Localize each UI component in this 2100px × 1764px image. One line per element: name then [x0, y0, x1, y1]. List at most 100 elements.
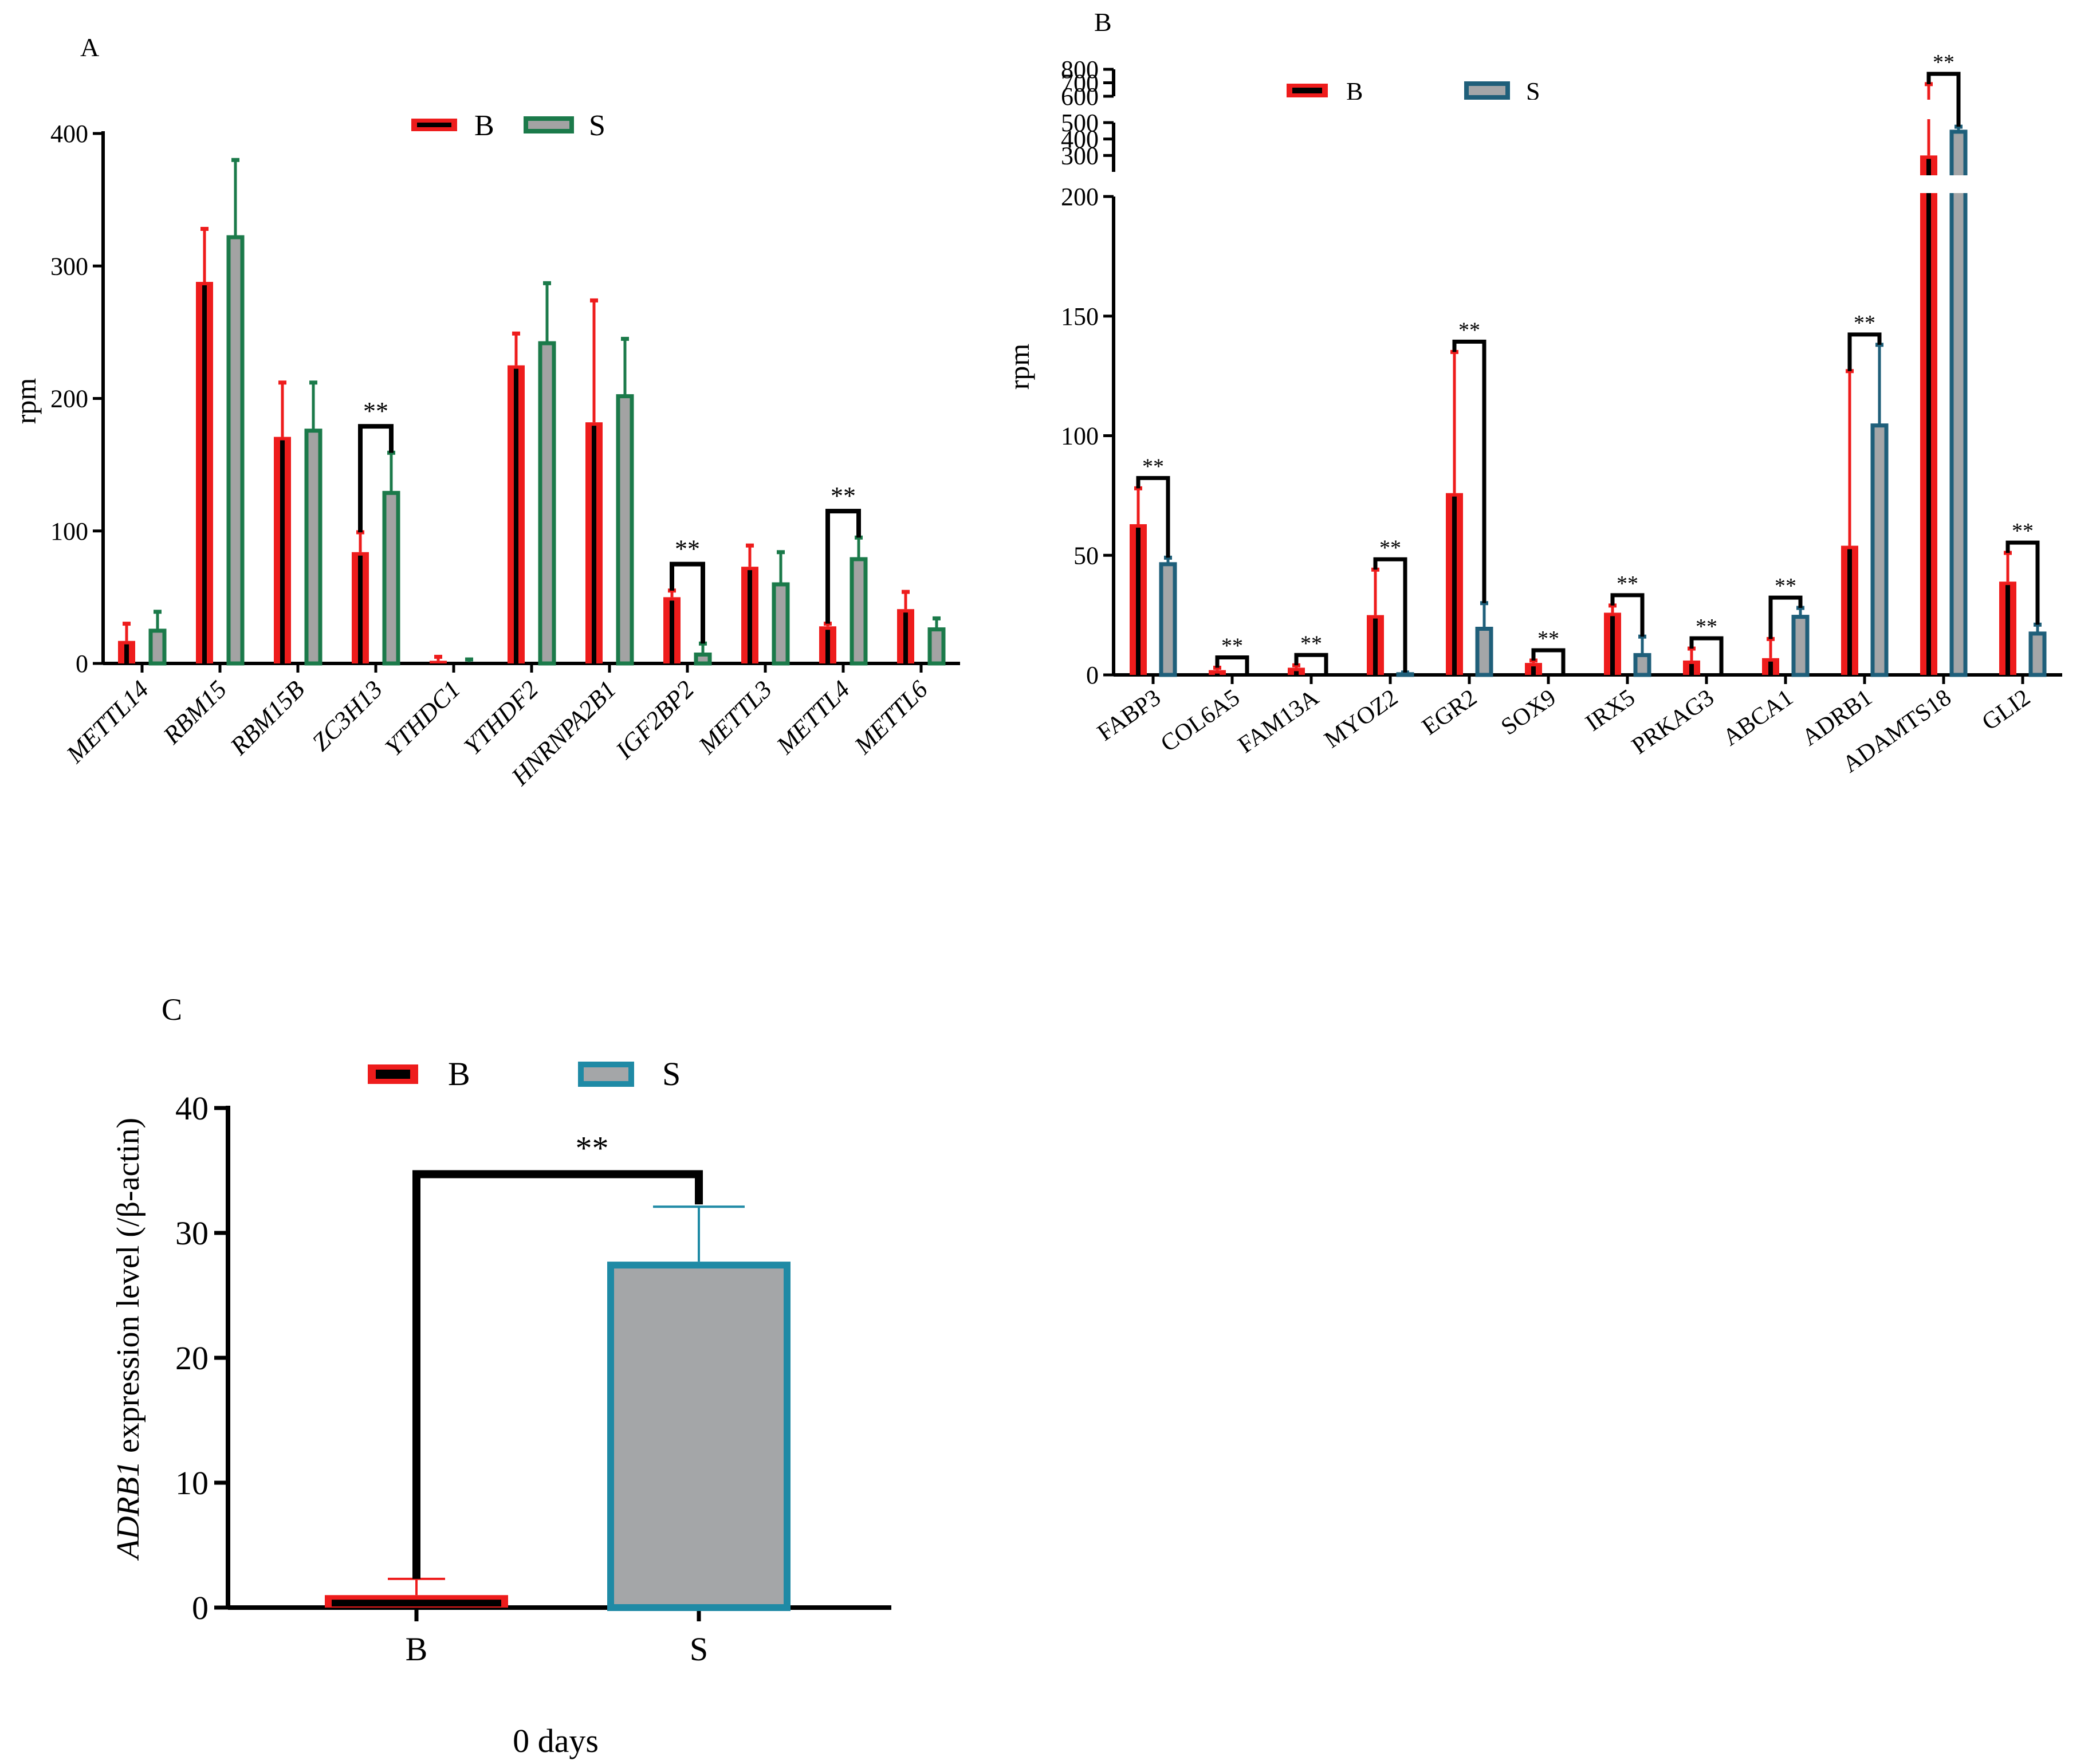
- panel-a-y-tick-label: 200: [50, 385, 88, 413]
- panel-b-significance-label: **: [1933, 50, 1955, 74]
- panel-b-category-label: COL6A5: [1156, 685, 1244, 757]
- panel-a-significance-bracket: [358, 424, 394, 533]
- panel-b-significance-label: **: [1142, 454, 1164, 478]
- panel-a-bar-s: [382, 490, 400, 666]
- panel-a-bar-s: [538, 341, 556, 666]
- panel-b-significance-label: **: [1300, 631, 1322, 655]
- panel-b-bar-b-core: [1215, 673, 1220, 675]
- panel-c-y-tick-label: 40: [175, 1090, 209, 1127]
- panel-b-label: B: [1094, 7, 1112, 37]
- panel-a-y-tick-label: 300: [50, 252, 88, 280]
- legend-label-s: S: [589, 109, 605, 142]
- panel-b-axis-break-gap: [1116, 100, 2099, 119]
- panel-b-bar-s: [1870, 423, 1889, 677]
- panel-a-bar-s: [694, 653, 712, 666]
- panel-b-category-label: IRX5: [1581, 685, 1640, 737]
- panel-c-bar-s: [607, 1262, 791, 1611]
- panel-b-significance-label: **: [1854, 311, 1875, 335]
- panel-a-bar-b-core: [592, 426, 596, 663]
- panel-b-significance-label: **: [1379, 536, 1401, 560]
- panel-c-significance-bracket: [412, 1170, 703, 1579]
- panel-a-category-label: RBM15: [158, 675, 232, 749]
- panel-b-significance-label: **: [1537, 627, 1559, 651]
- panel-a-bar-b-core: [748, 570, 752, 663]
- panel-b-significance-bracket: [1452, 339, 1486, 603]
- panel-b-bar-b-core: [1610, 616, 1615, 675]
- panel-a-bar-s: [772, 582, 790, 666]
- panel-b-category-label: EGR2: [1417, 685, 1481, 741]
- panel-a-bar-b-core: [903, 612, 908, 663]
- panel-c-y-axis-label-gene: ADRB1: [111, 1461, 146, 1561]
- panel-b-significance-label: **: [1696, 615, 1717, 639]
- panel-b-significance-bracket: [1768, 595, 1803, 639]
- panel-a-bar-b-core: [124, 644, 129, 663]
- panel-b-category-label: ABCA1: [1718, 685, 1798, 752]
- panel-b-bar-b-core: [2005, 585, 2010, 675]
- panel-a-bar-s: [304, 429, 323, 666]
- panel-a-category-label: ZC3H13: [306, 675, 388, 756]
- panel-a-bar-s: [226, 235, 245, 666]
- panel-b-significance-label: **: [1617, 572, 1638, 596]
- panel-b-bar-b-core: [1926, 159, 1931, 675]
- panel-b-bar-s: [1159, 562, 1177, 677]
- panel-b-category-label: FABP3: [1093, 685, 1166, 747]
- panel-c-category-label: B: [406, 1631, 428, 1668]
- panel-a-category-label: YTHDC1: [380, 675, 466, 761]
- legend-label-b: B: [448, 1055, 470, 1093]
- panel-b-y-tick-label: 200: [1061, 183, 1099, 211]
- panel-b-bar-b: [1209, 670, 1226, 675]
- panel-b-category-label: PRKAG3: [1627, 685, 1719, 760]
- panel-c-bar-b-core: [332, 1600, 501, 1606]
- panel-b-bar-s: [1949, 129, 1968, 677]
- panel-a-significance-label: **: [675, 535, 700, 563]
- panel-c-significance-label: **: [576, 1130, 609, 1167]
- panel-b-bar-s: [1475, 627, 1493, 677]
- panel-c-y-tick-label: 0: [192, 1589, 209, 1627]
- panel-a-bar-b-core: [670, 600, 674, 663]
- panel-a-significance-label: **: [363, 397, 388, 425]
- panel-a-category-label: IGF2BP2: [610, 675, 699, 764]
- panel-a-bar-b-core: [358, 555, 363, 663]
- panel-b-bar-s: [2028, 631, 2047, 677]
- panel-b-category-label: MYOZ2: [1320, 685, 1403, 754]
- panel-b-bar-b-core: [1531, 666, 1536, 675]
- panel-a-bar-b-core: [202, 285, 207, 663]
- panel-b-y-tick-label: 50: [1073, 541, 1099, 569]
- panel-b-bar-s: [1396, 672, 1414, 677]
- panel-b-significance-label: **: [1775, 574, 1796, 598]
- panel-b-significance-bracket: [1610, 593, 1645, 637]
- panel-b-significance-label: **: [2012, 519, 2034, 543]
- legend-swatch-s: [578, 1062, 634, 1087]
- panel-a-legend: B S: [411, 109, 605, 142]
- panel-b-y-tick-label: 600: [1061, 82, 1099, 111]
- panel-b-bar-b-core: [1452, 496, 1457, 675]
- panel-b-axis-break-gap: [1116, 175, 2099, 193]
- panel-b-significance-bracket: [1294, 653, 1328, 675]
- panel-a-y-axis-label: rpm: [10, 378, 42, 425]
- panel-a-category-label: METTL3: [693, 675, 777, 760]
- panel-b-significance-bracket: [1847, 332, 1882, 371]
- panel-b-bar-b-core: [1768, 661, 1773, 675]
- panel-c-y-axis-label-rest: expression level (/β-actin): [111, 1118, 146, 1461]
- panel-b-significance-bracket: [1689, 636, 1724, 675]
- panel-c-y-tick-label: 20: [175, 1339, 209, 1377]
- panel-c-x-axis-label: 0 days: [513, 1722, 599, 1759]
- panel-a-category-label: METTL4: [770, 675, 855, 760]
- panel-b-bar-b-core: [1294, 671, 1299, 675]
- panel-c-legend: B S: [368, 1055, 681, 1093]
- panel-c-label: C: [162, 992, 182, 1027]
- panel-a-bar-b-core: [825, 630, 830, 663]
- panel-b-significance-bracket: [1926, 72, 1961, 127]
- panel-a-y-tick-label: 400: [50, 120, 88, 148]
- panel-b-category-label: SOX9: [1496, 685, 1560, 741]
- panel-b-significance-bracket: [1531, 648, 1566, 675]
- panel-a-label: A: [80, 33, 99, 62]
- panel-a-bar-s: [850, 557, 868, 666]
- panel-b-chart: B rpm B S 050100150200300400500600700800…: [1003, 7, 2099, 778]
- panel-a-category-label: METTL14: [61, 675, 154, 768]
- panel-a-bar-s: [927, 627, 946, 666]
- panel-b-y-tick-label: 700: [1061, 69, 1099, 97]
- legend-swatch-s: [524, 116, 574, 133]
- panel-b-bar-b-core: [1136, 527, 1141, 675]
